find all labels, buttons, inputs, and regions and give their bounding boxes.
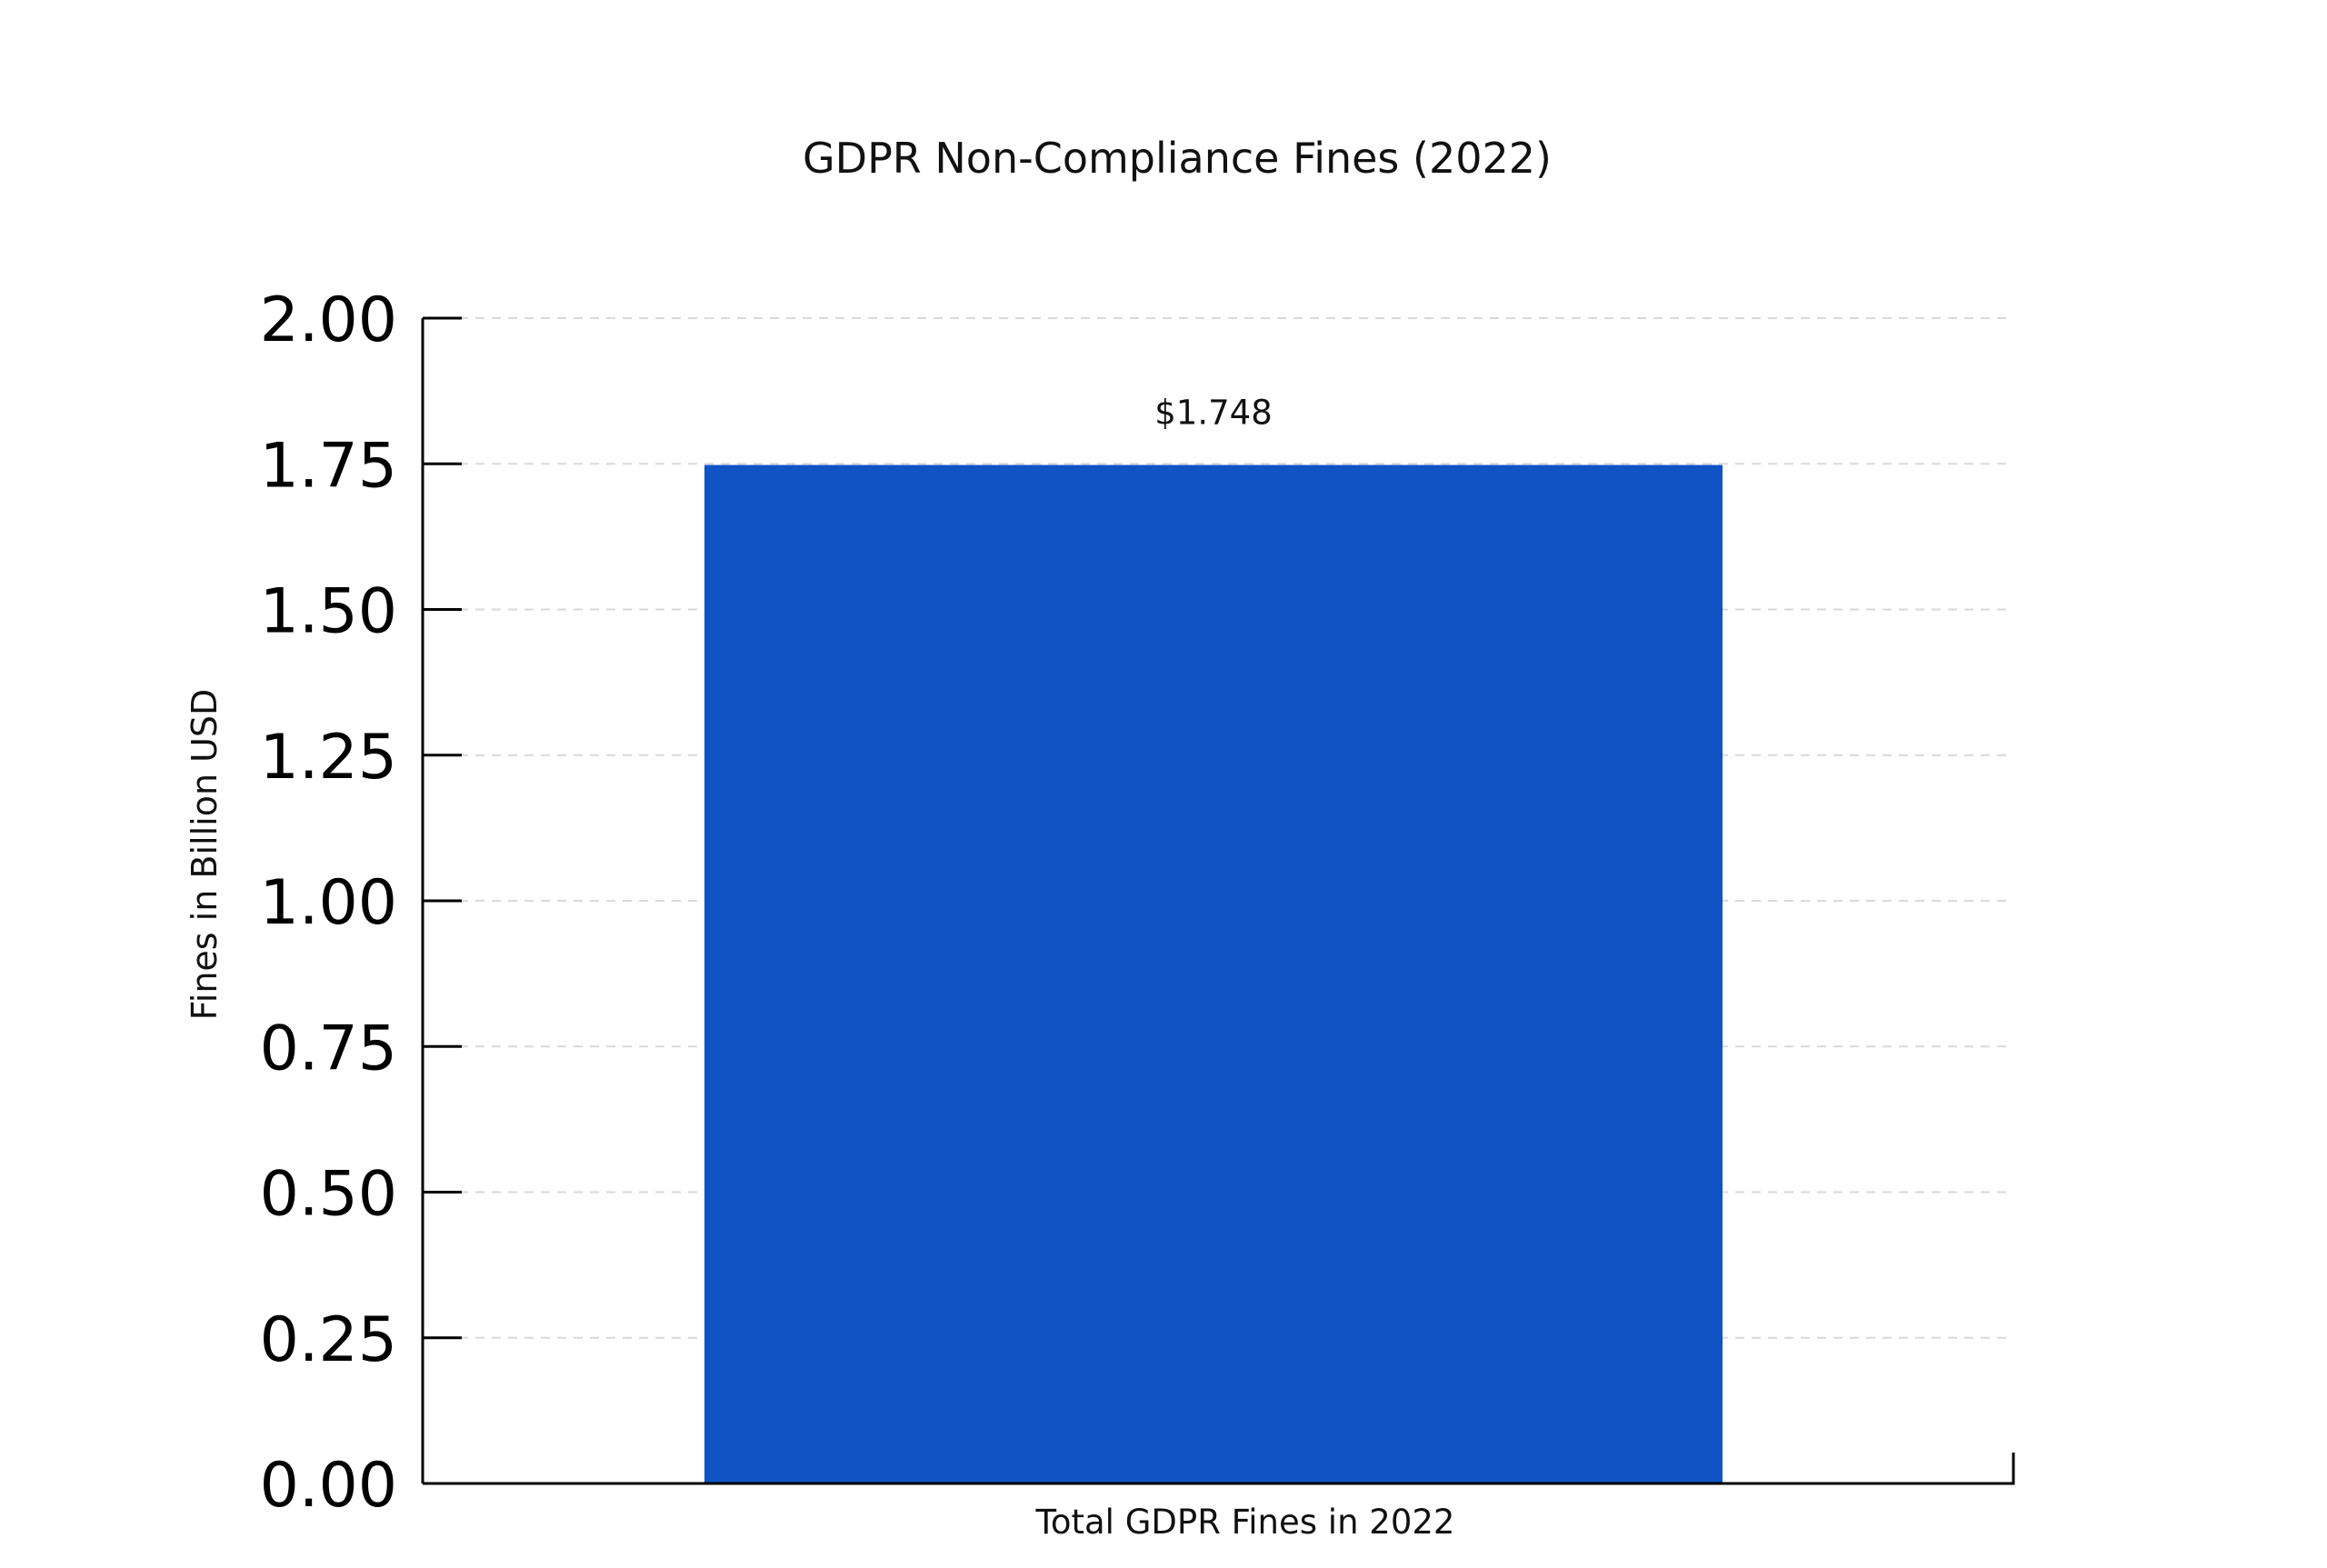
y-tick-label: 1.00 xyxy=(260,867,397,939)
y-tick-label: 1.50 xyxy=(260,576,397,648)
x-axis-line xyxy=(423,1453,2015,1485)
y-tick-label: 2.00 xyxy=(260,285,397,356)
bar-data-label: $1.748 xyxy=(1154,394,1272,433)
chart-title: GDPR Non-Compliance Fines (2022) xyxy=(803,134,1552,183)
y-tick-label: 0.50 xyxy=(260,1159,397,1231)
y-tick-label: 1.25 xyxy=(260,722,397,794)
y-tick-label: 0.00 xyxy=(260,1450,397,1522)
y-tick-label: 1.75 xyxy=(260,430,397,502)
bars: $1.748 Total GDPR Fines in 2022 xyxy=(704,394,1723,1542)
y-axis-ticks: 0.00 0.25 0.50 0.75 1.00 1.25 1.50 1.75 2.00 xyxy=(260,285,462,1522)
y-axis-label: Fines in Billion USD xyxy=(185,689,225,1021)
bar xyxy=(704,464,1723,1484)
x-category-label: Total GDPR Fines in 2022 xyxy=(1035,1503,1455,1542)
y-tick-label: 0.75 xyxy=(260,1013,397,1084)
y-tick-label: 0.25 xyxy=(260,1304,397,1376)
